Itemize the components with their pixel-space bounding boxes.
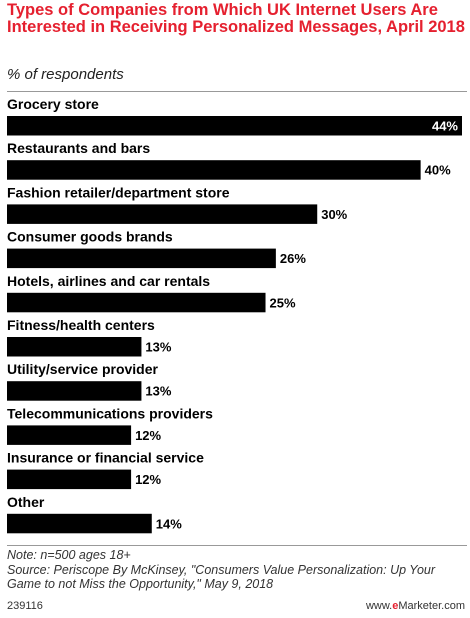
note-text: Note: n=500 ages 18+ <box>7 548 131 562</box>
chart-id: 239116 <box>7 600 43 612</box>
category-label: Telecommunications providers <box>7 405 213 421</box>
bar <box>7 160 421 180</box>
category-label: Insurance or financial service <box>7 450 204 466</box>
bar <box>7 469 132 490</box>
category-label: Fitness/health centers <box>7 317 155 333</box>
value-label: 13% <box>145 384 171 399</box>
category-label: Consumer goods brands <box>7 229 173 245</box>
value-label: 12% <box>135 428 161 443</box>
value-label: 40% <box>425 163 451 178</box>
bar <box>7 292 266 313</box>
value-label: 26% <box>280 251 306 266</box>
category-label: Other <box>7 494 45 510</box>
value-label: 14% <box>156 516 182 531</box>
value-label: 44% <box>432 119 458 134</box>
category-label: Grocery store <box>7 96 99 112</box>
value-label: 12% <box>135 472 161 487</box>
chart-subtitle: % of respondents <box>7 66 124 83</box>
bar <box>7 513 152 534</box>
bar <box>7 337 142 357</box>
value-label: 30% <box>321 207 347 222</box>
bar <box>7 248 276 269</box>
source-text: Source: Periscope By McKinsey, "Consumer… <box>7 563 436 591</box>
category-label: Hotels, airlines and car rentals <box>7 273 210 289</box>
category-label: Utility/service provider <box>7 361 159 377</box>
bar <box>7 116 462 136</box>
top-divider <box>7 91 467 92</box>
category-label: Restaurants and bars <box>7 140 150 156</box>
value-label: 25% <box>270 295 296 310</box>
bar <box>7 381 142 401</box>
chart-title: Types of Companies from Which UK Interne… <box>7 1 465 36</box>
brand-logo: www.eMarketer.com <box>365 600 465 612</box>
category-label: Fashion retailer/department store <box>7 184 230 200</box>
bottom-divider <box>7 545 467 546</box>
bar <box>7 204 318 224</box>
bar-chart: Grocery store 44% Restaurants and bars 40% F… <box>7 96 462 534</box>
value-label: 13% <box>145 340 171 355</box>
bar <box>7 425 132 445</box>
